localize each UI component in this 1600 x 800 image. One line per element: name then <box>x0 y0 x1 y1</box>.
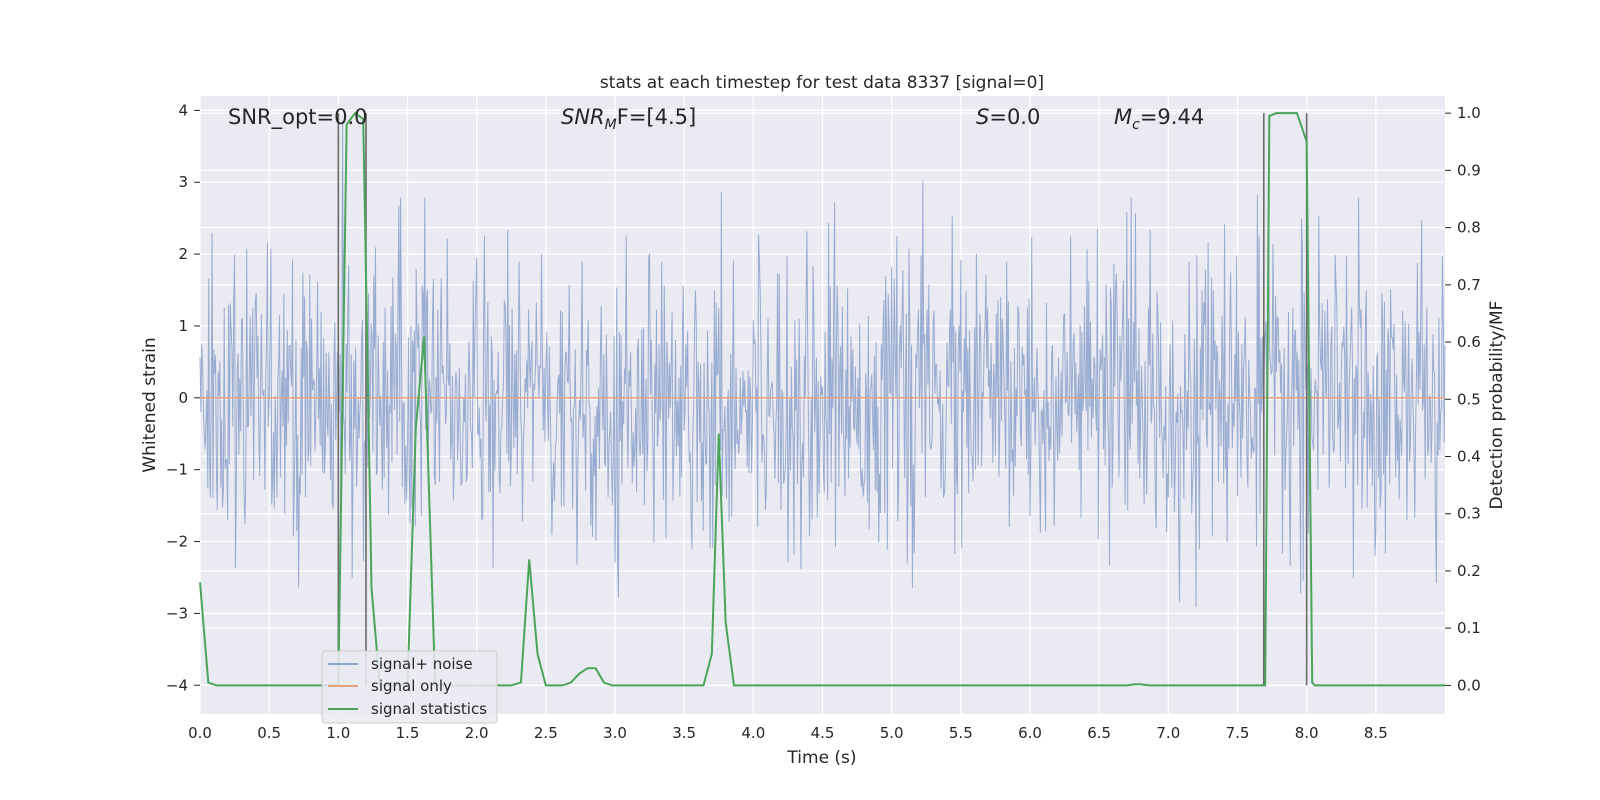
x-axis-label: Time (s) <box>786 748 856 768</box>
legend-label-signal-statistics: signal statistics <box>371 700 487 718</box>
vertical-markers <box>337 113 1308 686</box>
x-tick-label-11: 5.5 <box>949 724 973 742</box>
legend-label-signal-only: signal only <box>371 677 452 695</box>
annotation-mc-sub: c <box>1132 117 1140 133</box>
y-left-tick-label-2: 2 <box>178 245 188 263</box>
x-tick-label-5: 2.5 <box>534 724 558 742</box>
y-right-tick-label-3: 0.7 <box>1457 276 1481 294</box>
x-tick-label-17: 8.5 <box>1364 724 1388 742</box>
x-tick-label-1: 0.5 <box>257 724 281 742</box>
x-tick-label-8: 4.0 <box>741 724 765 742</box>
series-line-signal-plus-noise <box>199 120 1446 608</box>
chart-title: stats at each timestep for test data 833… <box>600 73 1044 93</box>
x-tick-label-13: 6.5 <box>1087 724 1111 742</box>
y-right-tick-label-0: 1.0 <box>1457 104 1481 122</box>
legend: signal+ noise signal only signal statist… <box>321 650 498 724</box>
y-right-tick-label-8: 0.2 <box>1457 562 1481 580</box>
annotation-mc-main: M <box>1114 105 1132 129</box>
annotation-s: S=0.0 <box>976 105 1040 129</box>
y-right-tick-label-1: 0.9 <box>1457 161 1481 179</box>
series-signal-plus-noise <box>199 120 1446 608</box>
x-tick-label-4: 2.0 <box>465 724 489 742</box>
x-tick-label-0: 0.0 <box>188 724 212 742</box>
y-right-tick-label-9: 0.1 <box>1457 619 1481 637</box>
y-left-axis-ticks: 4 3 2 1 0 −1 −2 −3 −4 <box>166 101 200 694</box>
x-tick-label-15: 7.5 <box>1226 724 1250 742</box>
annotation-snr-mf-rest: F=[4.5] <box>617 105 696 129</box>
annotation-snr-mf-main: SNR <box>561 105 605 129</box>
x-tick-label-16: 8.0 <box>1295 724 1319 742</box>
y-right-tick-label-10: 0.0 <box>1457 676 1481 694</box>
y-left-tick-label-4: 0 <box>178 389 188 407</box>
y-right-tick-label-7: 0.3 <box>1457 505 1481 523</box>
x-tick-label-12: 6.0 <box>1018 724 1042 742</box>
y-right-tick-label-6: 0.4 <box>1457 448 1481 466</box>
annotation-snr-mf: SNRMF=[4.5] <box>561 105 696 133</box>
y-left-tick-label-6: −2 <box>166 533 188 551</box>
series-signal-statistics <box>199 111 1445 687</box>
y-right-tick-label-2: 0.8 <box>1457 219 1481 237</box>
x-tick-label-10: 5.0 <box>880 724 904 742</box>
y-right-tick-label-4: 0.6 <box>1457 333 1481 351</box>
y-left-tick-label-0: 4 <box>178 101 188 119</box>
x-tick-label-6: 3.0 <box>603 724 627 742</box>
y-left-tick-label-8: −4 <box>166 676 188 694</box>
y-left-tick-label-5: −1 <box>166 461 188 479</box>
annotation-snr-mf-sub: M <box>605 117 617 133</box>
x-tick-label-3: 1.5 <box>396 724 420 742</box>
y-left-axis-label: Whitened strain <box>140 337 160 472</box>
y-right-tick-label-5: 0.5 <box>1457 390 1481 408</box>
y-right-axis-label: Detection probability/MF <box>1487 301 1507 510</box>
y-right-axis-ticks: 1.0 0.9 0.8 0.7 0.6 0.5 0.4 0.3 0.2 0.1 0.0 <box>1445 104 1481 694</box>
series-line-signal-statistics <box>199 111 1445 687</box>
x-tick-label-14: 7.0 <box>1156 724 1180 742</box>
x-axis-ticks: 0.0 0.5 1.0 1.5 2.0 2.5 3.0 3.5 4.0 4.5 5.0 5.5 6.0 6… <box>188 724 1388 742</box>
x-tick-label-7: 3.5 <box>672 724 696 742</box>
annotation-s-main: S <box>976 105 989 129</box>
y-left-tick-label-7: −3 <box>166 604 188 622</box>
legend-label-signal-plus-noise: signal+ noise <box>371 655 473 673</box>
annotation-mc: Mc=9.44 <box>1114 105 1204 133</box>
annotation-s-rest: =0.0 <box>989 105 1040 129</box>
x-tick-label-2: 1.0 <box>326 724 350 742</box>
annotation-mc-rest: =9.44 <box>1140 105 1204 129</box>
annotation-snr-opt: SNR_opt=0.0 <box>228 105 368 130</box>
y-left-tick-label-1: 3 <box>178 173 188 191</box>
y-left-tick-label-3: 1 <box>178 317 188 335</box>
x-tick-label-9: 4.5 <box>811 724 835 742</box>
legend-box <box>321 650 498 724</box>
